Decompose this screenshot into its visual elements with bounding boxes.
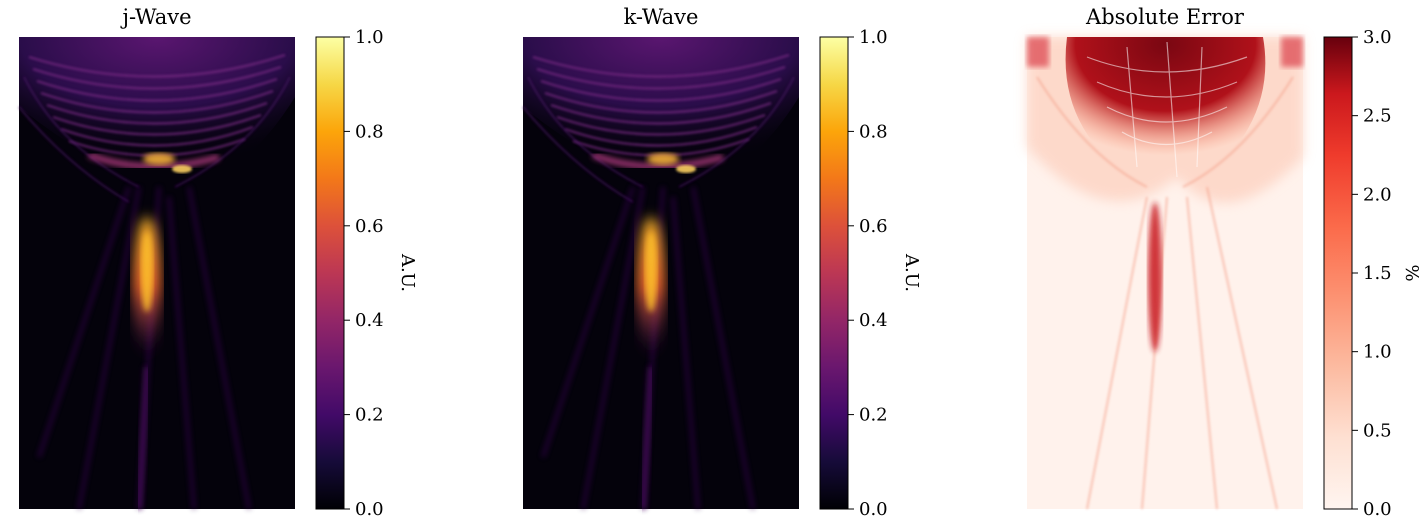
- colorbar-label: A.U.: [901, 253, 922, 292]
- colorbar-label: A.U.: [397, 253, 418, 292]
- colorbar-ticks: 0.0 0.5 1.0 1.5 2.0 2.5 3.0: [1352, 27, 1392, 520]
- colorbar-tick-label: 0.2: [859, 405, 888, 426]
- heatmap-image: [523, 37, 799, 509]
- colorbar-tick-label: 2.0: [1363, 184, 1392, 205]
- colorbar-tick-label: 3.0: [1363, 27, 1392, 48]
- panel-title: j-Wave: [119, 5, 191, 29]
- panel-absolute-error: Absolute Error: [1027, 5, 1422, 520]
- colorbar: 0.0 0.2 0.4 0.6 0.8 1.0 A.U.: [315, 27, 418, 520]
- colorbar-tick-label: 1.0: [355, 27, 384, 48]
- colorbar-tick-label: 0.5: [1363, 420, 1392, 441]
- heatmap-image: [19, 37, 295, 509]
- colorbar-tick-label: 0.6: [859, 216, 888, 237]
- panel-title: Absolute Error: [1085, 5, 1245, 29]
- colorbar-tick-label: 0.4: [355, 310, 384, 331]
- colorbar-tick-label: 0.8: [859, 121, 888, 142]
- colorbar: 0.0 0.5 1.0 1.5 2.0 2.5 3.0 %: [1323, 27, 1422, 520]
- colorbar-tick-label: 0.4: [859, 310, 888, 331]
- colorbar-tick-label: 0.0: [355, 499, 384, 520]
- colorbar-tick-label: 1.0: [1363, 342, 1392, 363]
- colorbar-ticks: 0.0 0.2 0.4 0.6 0.8 1.0: [344, 27, 384, 520]
- colorbar-label: %: [1401, 264, 1422, 281]
- panel-j-wave: j-Wave 0.0 0.2 0.4 0.6 0.8 1.0 A.U.: [19, 5, 418, 520]
- colorbar-tick-label: 1.5: [1363, 263, 1392, 284]
- colorbar-tick-label: 0.0: [859, 499, 888, 520]
- colorbar: 0.0 0.2 0.4 0.6 0.8 1.0 A.U.: [819, 27, 922, 520]
- colorbar-tick-label: 0.2: [355, 405, 384, 426]
- panel-title: k-Wave: [624, 5, 699, 29]
- colorbar-tick-label: 0.8: [355, 121, 384, 142]
- colorbar-tick-label: 2.5: [1363, 106, 1392, 127]
- colorbar-tick-label: 1.0: [859, 27, 888, 48]
- colorbar-tick-label: 0.0: [1363, 499, 1392, 520]
- colorbar-ticks: 0.0 0.2 0.4 0.6 0.8 1.0: [848, 27, 888, 520]
- heatmap-image: [1027, 37, 1303, 510]
- panel-k-wave: k-Wave 0.0 0.2 0.4 0.6 0.8 1.0 A.U.: [523, 5, 922, 520]
- colorbar-tick-label: 0.6: [355, 216, 384, 237]
